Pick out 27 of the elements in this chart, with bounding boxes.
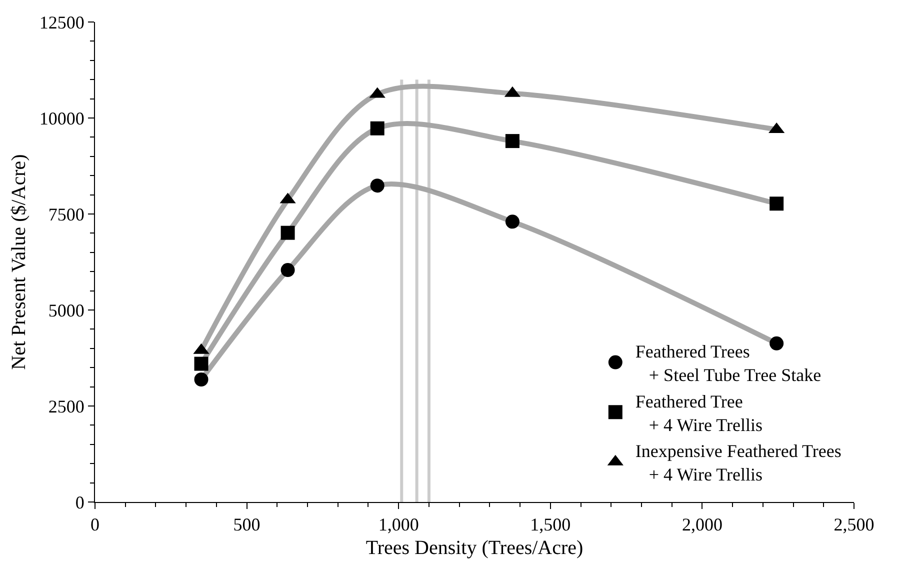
y-tick-label: 12500 (39, 12, 84, 32)
legend-label: Feathered Trees + Steel Tube Tree Stake (635, 342, 822, 386)
y-tick-label: 2500 (48, 396, 84, 416)
y-tick-label: 5000 (48, 300, 84, 320)
y-tick-label: 0 (75, 492, 84, 512)
x-axis-title: Trees Density (Trees/Acre) (366, 537, 584, 560)
point (280, 226, 295, 240)
point (194, 372, 208, 386)
point (280, 263, 295, 278)
point (505, 214, 520, 229)
point (770, 196, 784, 211)
point (505, 134, 520, 148)
point (194, 356, 208, 371)
x-tick-label: 1,500 (530, 514, 571, 535)
x-tick-label: 2,500 (834, 514, 874, 535)
x-tick-label: 0 (90, 514, 100, 535)
y-axis-title: Net Present Value ($/Acre) (8, 154, 30, 370)
x-tick-label: 2,000 (682, 514, 722, 535)
legend-label: Feathered Tree + 4 Wire Trellis (635, 391, 763, 435)
y-tick-label: 10000 (39, 108, 84, 128)
legend-label: Inexpensive Feathered Trees + 4 Wire Trellis (635, 441, 842, 485)
point (370, 178, 384, 193)
x-tick-label: 1,000 (378, 514, 419, 535)
point (370, 121, 384, 136)
point (770, 336, 784, 350)
y-tick-label: 7500 (48, 204, 84, 224)
x-tick-label: 500 (233, 514, 260, 535)
